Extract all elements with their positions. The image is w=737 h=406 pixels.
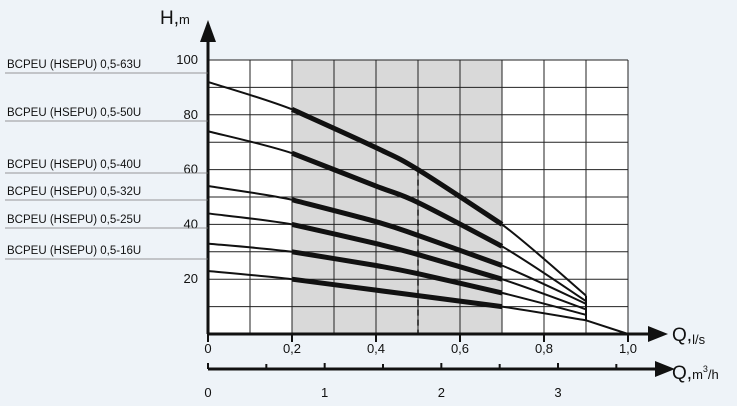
x-tick-label: 0,4 (367, 341, 385, 356)
pump-curves (207, 80, 629, 335)
pump-curve-series-5-working-range (291, 276, 503, 310)
x-tick-label: 0,6 (451, 341, 469, 356)
series-label-2: BCPEU (HSEPU) 0,5-40U (7, 159, 141, 171)
y-tick-label: 60 (184, 162, 198, 177)
x-axis-arrow (648, 326, 668, 342)
pump-curve-series-0-working-range (290, 107, 504, 227)
x-tick-label: 1,0 (619, 341, 637, 356)
y-tick-label: 80 (184, 107, 198, 122)
axes (200, 20, 675, 377)
pump-curve-series-1-working-range (291, 150, 504, 249)
x-tick-label: 0,2 (283, 341, 301, 356)
secondary-x-axis-title: Q,m3/h (672, 363, 719, 384)
pump-curve-series-2-working-range (291, 197, 503, 268)
y-tick-label: 20 (184, 271, 198, 286)
y-axis-title: H,m (160, 8, 190, 29)
secondary-x-tick-label: 0 (204, 385, 211, 400)
y-axis-arrow (200, 20, 216, 42)
x-tick-label: 0 (204, 341, 211, 356)
pump-curve-series-3-working-range (291, 221, 503, 282)
series-label-0: BCPEU (HSEPU) 0,5-63U (7, 59, 141, 71)
series-label-3: BCPEU (HSEPU) 0,5-32U (7, 186, 141, 198)
x-axis-title: Q,l/s (672, 325, 706, 347)
y-tick-label: 100 (176, 52, 198, 67)
y-tick-label: 40 (184, 216, 198, 231)
x-tick-label: 0,8 (535, 341, 553, 356)
pump-curve-series-4-working-range (291, 249, 503, 296)
secondary-x-tick-label: 1 (321, 385, 328, 400)
secondary-x-tick-label: 2 (438, 385, 445, 400)
secondary-x-tick-label: 3 (554, 385, 561, 400)
pump-curve-tail (585, 319, 629, 335)
secondary-x-axis-arrow (655, 361, 675, 377)
labels: 0 0,2 0,4 0,6 0,8 1,0 20 40 60 80 100 0 1 2 3 H,m Q,l/s Q… (5, 8, 719, 400)
series-label-1: BCPEU (HSEPU) 0,5-50U (7, 107, 141, 119)
series-label-5: BCPEU (HSEPU) 0,5-16U (7, 245, 141, 257)
series-label-4: BCPEU (HSEPU) 0,5-25U (7, 214, 141, 226)
